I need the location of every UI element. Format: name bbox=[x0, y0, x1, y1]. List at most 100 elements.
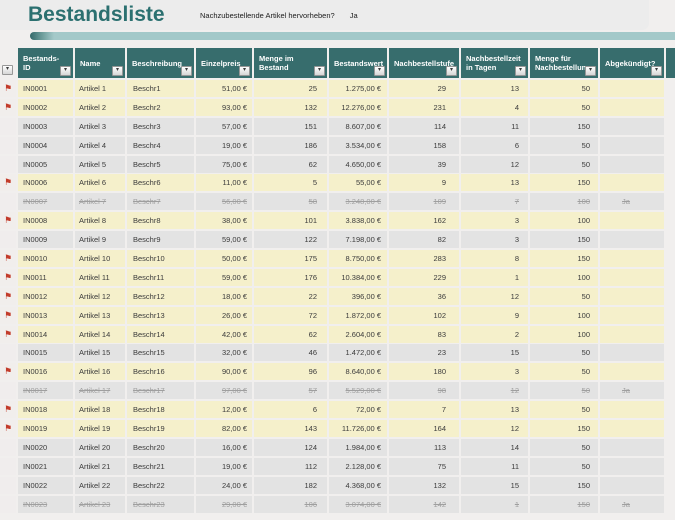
cell-nachbestellstufe[interactable]: 231 bbox=[389, 98, 459, 116]
filter-dropdown-icon[interactable]: ▾ bbox=[2, 65, 13, 75]
cell-einzelpreis[interactable]: 51,00 € bbox=[196, 80, 252, 97]
cell-bestands-id[interactable]: IN0007 bbox=[18, 193, 73, 211]
cell-abgekuendigt[interactable]: Ja bbox=[600, 193, 664, 211]
cell-menge-im-bestand[interactable]: 62 bbox=[254, 325, 327, 343]
cell-beschreibung[interactable]: Beschr6 bbox=[127, 174, 194, 192]
filter-dropdown-icon[interactable]: ▾ bbox=[60, 66, 71, 76]
cell-name[interactable]: Artikel 4 bbox=[75, 136, 125, 154]
cell-abgekuendigt[interactable] bbox=[600, 420, 664, 438]
cell-bestandswert[interactable]: 3.248,00 € bbox=[329, 193, 387, 211]
cell-beschreibung[interactable]: Beschr14 bbox=[127, 325, 194, 343]
cell-nachbestellstufe[interactable]: 142 bbox=[389, 495, 459, 513]
column-header-abgekuendigt[interactable]: Abgekündigt? ▾ bbox=[600, 48, 664, 78]
cell-menge-fuer-nachbestellung[interactable]: 50 bbox=[530, 287, 598, 305]
cell-menge-im-bestand[interactable]: 46 bbox=[254, 344, 327, 362]
cell-einzelpreis[interactable]: 18,00 € bbox=[196, 287, 252, 305]
column-header-einzelpreis[interactable]: Einzelpreis ▾ bbox=[196, 48, 252, 78]
cell-bestandswert[interactable]: 4.368,00 € bbox=[329, 476, 387, 494]
cell-nachbestellzeit[interactable]: 13 bbox=[461, 80, 528, 97]
cell-beschreibung[interactable]: Beschr22 bbox=[127, 476, 194, 494]
cell-nachbestellstufe[interactable]: 102 bbox=[389, 306, 459, 324]
cell-beschreibung[interactable]: Beschr5 bbox=[127, 155, 194, 173]
cell-nachbestellzeit[interactable]: 6 bbox=[461, 136, 528, 154]
table-row[interactable]: ⚑ IN0021 Artikel 21 Beschr21 19,00 € 112… bbox=[0, 457, 675, 475]
cell-einzelpreis[interactable]: 59,00 € bbox=[196, 231, 252, 249]
cell-bestandswert[interactable]: 10.384,00 € bbox=[329, 268, 387, 286]
table-row[interactable]: ⚑ IN0011 Artikel 11 Beschr11 59,00 € 176… bbox=[0, 268, 675, 286]
table-row[interactable]: ⚑ IN0019 Artikel 19 Beschr19 82,00 € 143… bbox=[0, 420, 675, 438]
cell-name[interactable]: Artikel 8 bbox=[75, 212, 125, 230]
cell-menge-fuer-nachbestellung[interactable]: 150 bbox=[530, 495, 598, 513]
cell-name[interactable]: Artikel 9 bbox=[75, 231, 125, 249]
table-row[interactable]: ⚑ IN0013 Artikel 13 Beschr13 26,00 € 72 … bbox=[0, 306, 675, 324]
cell-einzelpreis[interactable]: 16,00 € bbox=[196, 438, 252, 456]
cell-menge-im-bestand[interactable]: 58 bbox=[254, 193, 327, 211]
cell-beschreibung[interactable]: Beschr12 bbox=[127, 287, 194, 305]
table-row[interactable]: ⚑ IN0001 Artikel 1 Beschr1 51,00 € 25 1.… bbox=[0, 80, 675, 97]
cell-name[interactable]: Artikel 18 bbox=[75, 401, 125, 419]
cell-menge-im-bestand[interactable]: 57 bbox=[254, 382, 327, 400]
cell-name[interactable]: Artikel 10 bbox=[75, 250, 125, 268]
cell-nachbestellstufe[interactable]: 158 bbox=[389, 136, 459, 154]
cell-bestandswert[interactable]: 2.128,00 € bbox=[329, 457, 387, 475]
table-row[interactable]: ⚑ IN0022 Artikel 22 Beschr22 24,00 € 182… bbox=[0, 476, 675, 494]
cell-bestandswert[interactable]: 72,00 € bbox=[329, 401, 387, 419]
column-header-menge-im-bestand[interactable]: Menge im Bestand ▾ bbox=[254, 48, 327, 78]
cell-nachbestellstufe[interactable]: 98 bbox=[389, 382, 459, 400]
cell-name[interactable]: Artikel 22 bbox=[75, 476, 125, 494]
cell-nachbestellzeit[interactable]: 3 bbox=[461, 363, 528, 381]
table-row[interactable]: ⚑ IN0005 Artikel 5 Beschr5 75,00 € 62 4.… bbox=[0, 155, 675, 173]
cell-name[interactable]: Artikel 2 bbox=[75, 98, 125, 116]
cell-nachbestellstufe[interactable]: 36 bbox=[389, 287, 459, 305]
cell-nachbestellstufe[interactable]: 229 bbox=[389, 268, 459, 286]
cell-nachbestellstufe[interactable]: 113 bbox=[389, 438, 459, 456]
cell-menge-im-bestand[interactable]: 72 bbox=[254, 306, 327, 324]
cell-beschreibung[interactable]: Beschr16 bbox=[127, 363, 194, 381]
cell-abgekuendigt[interactable] bbox=[600, 325, 664, 343]
cell-menge-im-bestand[interactable]: 112 bbox=[254, 457, 327, 475]
table-row[interactable]: ⚑ IN0020 Artikel 20 Beschr20 16,00 € 124… bbox=[0, 438, 675, 456]
cell-name[interactable]: Artikel 5 bbox=[75, 155, 125, 173]
cell-menge-fuer-nachbestellung[interactable]: 50 bbox=[530, 344, 598, 362]
cell-name[interactable]: Artikel 7 bbox=[75, 193, 125, 211]
cell-bestandswert[interactable]: 3.074,00 € bbox=[329, 495, 387, 513]
cell-nachbestellstufe[interactable]: 75 bbox=[389, 457, 459, 475]
cell-menge-im-bestand[interactable]: 175 bbox=[254, 250, 327, 268]
cell-menge-im-bestand[interactable]: 5 bbox=[254, 174, 327, 192]
cell-nachbestellstufe[interactable]: 132 bbox=[389, 476, 459, 494]
cell-bestands-id[interactable]: IN0012 bbox=[18, 287, 73, 305]
cell-nachbestellzeit[interactable]: 12 bbox=[461, 420, 528, 438]
cell-nachbestellzeit[interactable]: 15 bbox=[461, 476, 528, 494]
cell-menge-im-bestand[interactable]: 101 bbox=[254, 212, 327, 230]
cell-abgekuendigt[interactable] bbox=[600, 363, 664, 381]
cell-beschreibung[interactable]: Beschr15 bbox=[127, 344, 194, 362]
cell-einzelpreis[interactable]: 38,00 € bbox=[196, 212, 252, 230]
cell-menge-fuer-nachbestellung[interactable]: 50 bbox=[530, 136, 598, 154]
cell-beschreibung[interactable]: Beschr21 bbox=[127, 457, 194, 475]
table-row[interactable]: ⚑ IN0002 Artikel 2 Beschr2 93,00 € 132 1… bbox=[0, 98, 675, 116]
cell-einzelpreis[interactable]: 12,00 € bbox=[196, 401, 252, 419]
cell-nachbestellzeit[interactable]: 1 bbox=[461, 495, 528, 513]
cell-menge-fuer-nachbestellung[interactable]: 100 bbox=[530, 193, 598, 211]
cell-nachbestellzeit[interactable]: 3 bbox=[461, 212, 528, 230]
cell-bestands-id[interactable]: IN0003 bbox=[18, 117, 73, 135]
cell-bestandswert[interactable]: 7.198,00 € bbox=[329, 231, 387, 249]
table-row[interactable]: ⚑ IN0004 Artikel 4 Beschr4 19,00 € 186 3… bbox=[0, 136, 675, 154]
filter-dropdown-icon[interactable]: ▾ bbox=[314, 66, 325, 76]
cell-menge-fuer-nachbestellung[interactable]: 100 bbox=[530, 212, 598, 230]
cell-abgekuendigt[interactable] bbox=[600, 98, 664, 116]
cell-bestands-id[interactable]: IN0020 bbox=[18, 438, 73, 456]
cell-bestandswert[interactable]: 396,00 € bbox=[329, 287, 387, 305]
cell-menge-fuer-nachbestellung[interactable]: 50 bbox=[530, 457, 598, 475]
cell-beschreibung[interactable]: Beschr13 bbox=[127, 306, 194, 324]
cell-nachbestellzeit[interactable]: 15 bbox=[461, 344, 528, 362]
cell-menge-fuer-nachbestellung[interactable]: 100 bbox=[530, 306, 598, 324]
cell-menge-fuer-nachbestellung[interactable]: 150 bbox=[530, 231, 598, 249]
cell-einzelpreis[interactable]: 57,00 € bbox=[196, 117, 252, 135]
cell-abgekuendigt[interactable] bbox=[600, 438, 664, 456]
cell-nachbestellzeit[interactable]: 13 bbox=[461, 401, 528, 419]
cell-abgekuendigt[interactable] bbox=[600, 344, 664, 362]
table-row[interactable]: ⚑ IN0007 Artikel 7 Beschr7 56,00 € 58 3.… bbox=[0, 193, 675, 211]
cell-nachbestellzeit[interactable]: 12 bbox=[461, 287, 528, 305]
cell-name[interactable]: Artikel 3 bbox=[75, 117, 125, 135]
